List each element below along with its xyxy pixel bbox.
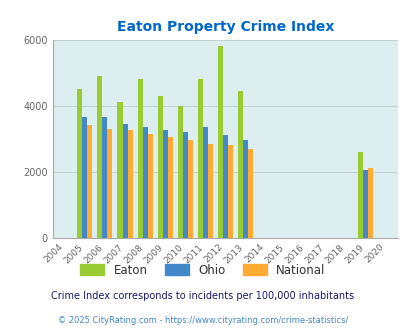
Bar — [82, 117, 87, 238]
Bar — [102, 117, 107, 238]
Bar — [107, 129, 112, 238]
Bar — [162, 130, 167, 238]
Bar — [77, 89, 82, 238]
Bar — [97, 76, 102, 238]
Bar — [117, 102, 122, 238]
Bar — [362, 170, 367, 238]
Bar — [237, 91, 242, 238]
Bar — [227, 145, 232, 238]
Bar — [167, 137, 172, 238]
Bar — [242, 140, 247, 238]
Bar — [207, 144, 212, 238]
Bar — [137, 79, 142, 238]
Bar — [247, 148, 252, 238]
Bar — [87, 125, 92, 238]
Bar — [182, 132, 187, 238]
Bar — [142, 127, 147, 238]
Bar — [177, 106, 182, 238]
Bar — [202, 127, 207, 238]
Bar — [357, 152, 362, 238]
Bar — [217, 46, 222, 238]
Bar — [222, 135, 227, 238]
Bar — [147, 134, 152, 238]
Text: © 2025 CityRating.com - https://www.cityrating.com/crime-statistics/: © 2025 CityRating.com - https://www.city… — [58, 316, 347, 325]
Bar — [127, 130, 132, 238]
Legend: Eaton, Ohio, National: Eaton, Ohio, National — [77, 260, 328, 280]
Bar — [197, 79, 202, 238]
Bar — [157, 96, 162, 238]
Bar — [187, 140, 192, 238]
Text: Crime Index corresponds to incidents per 100,000 inhabitants: Crime Index corresponds to incidents per… — [51, 291, 354, 301]
Title: Eaton Property Crime Index: Eaton Property Crime Index — [116, 20, 333, 34]
Bar — [367, 168, 372, 238]
Bar — [122, 124, 127, 238]
